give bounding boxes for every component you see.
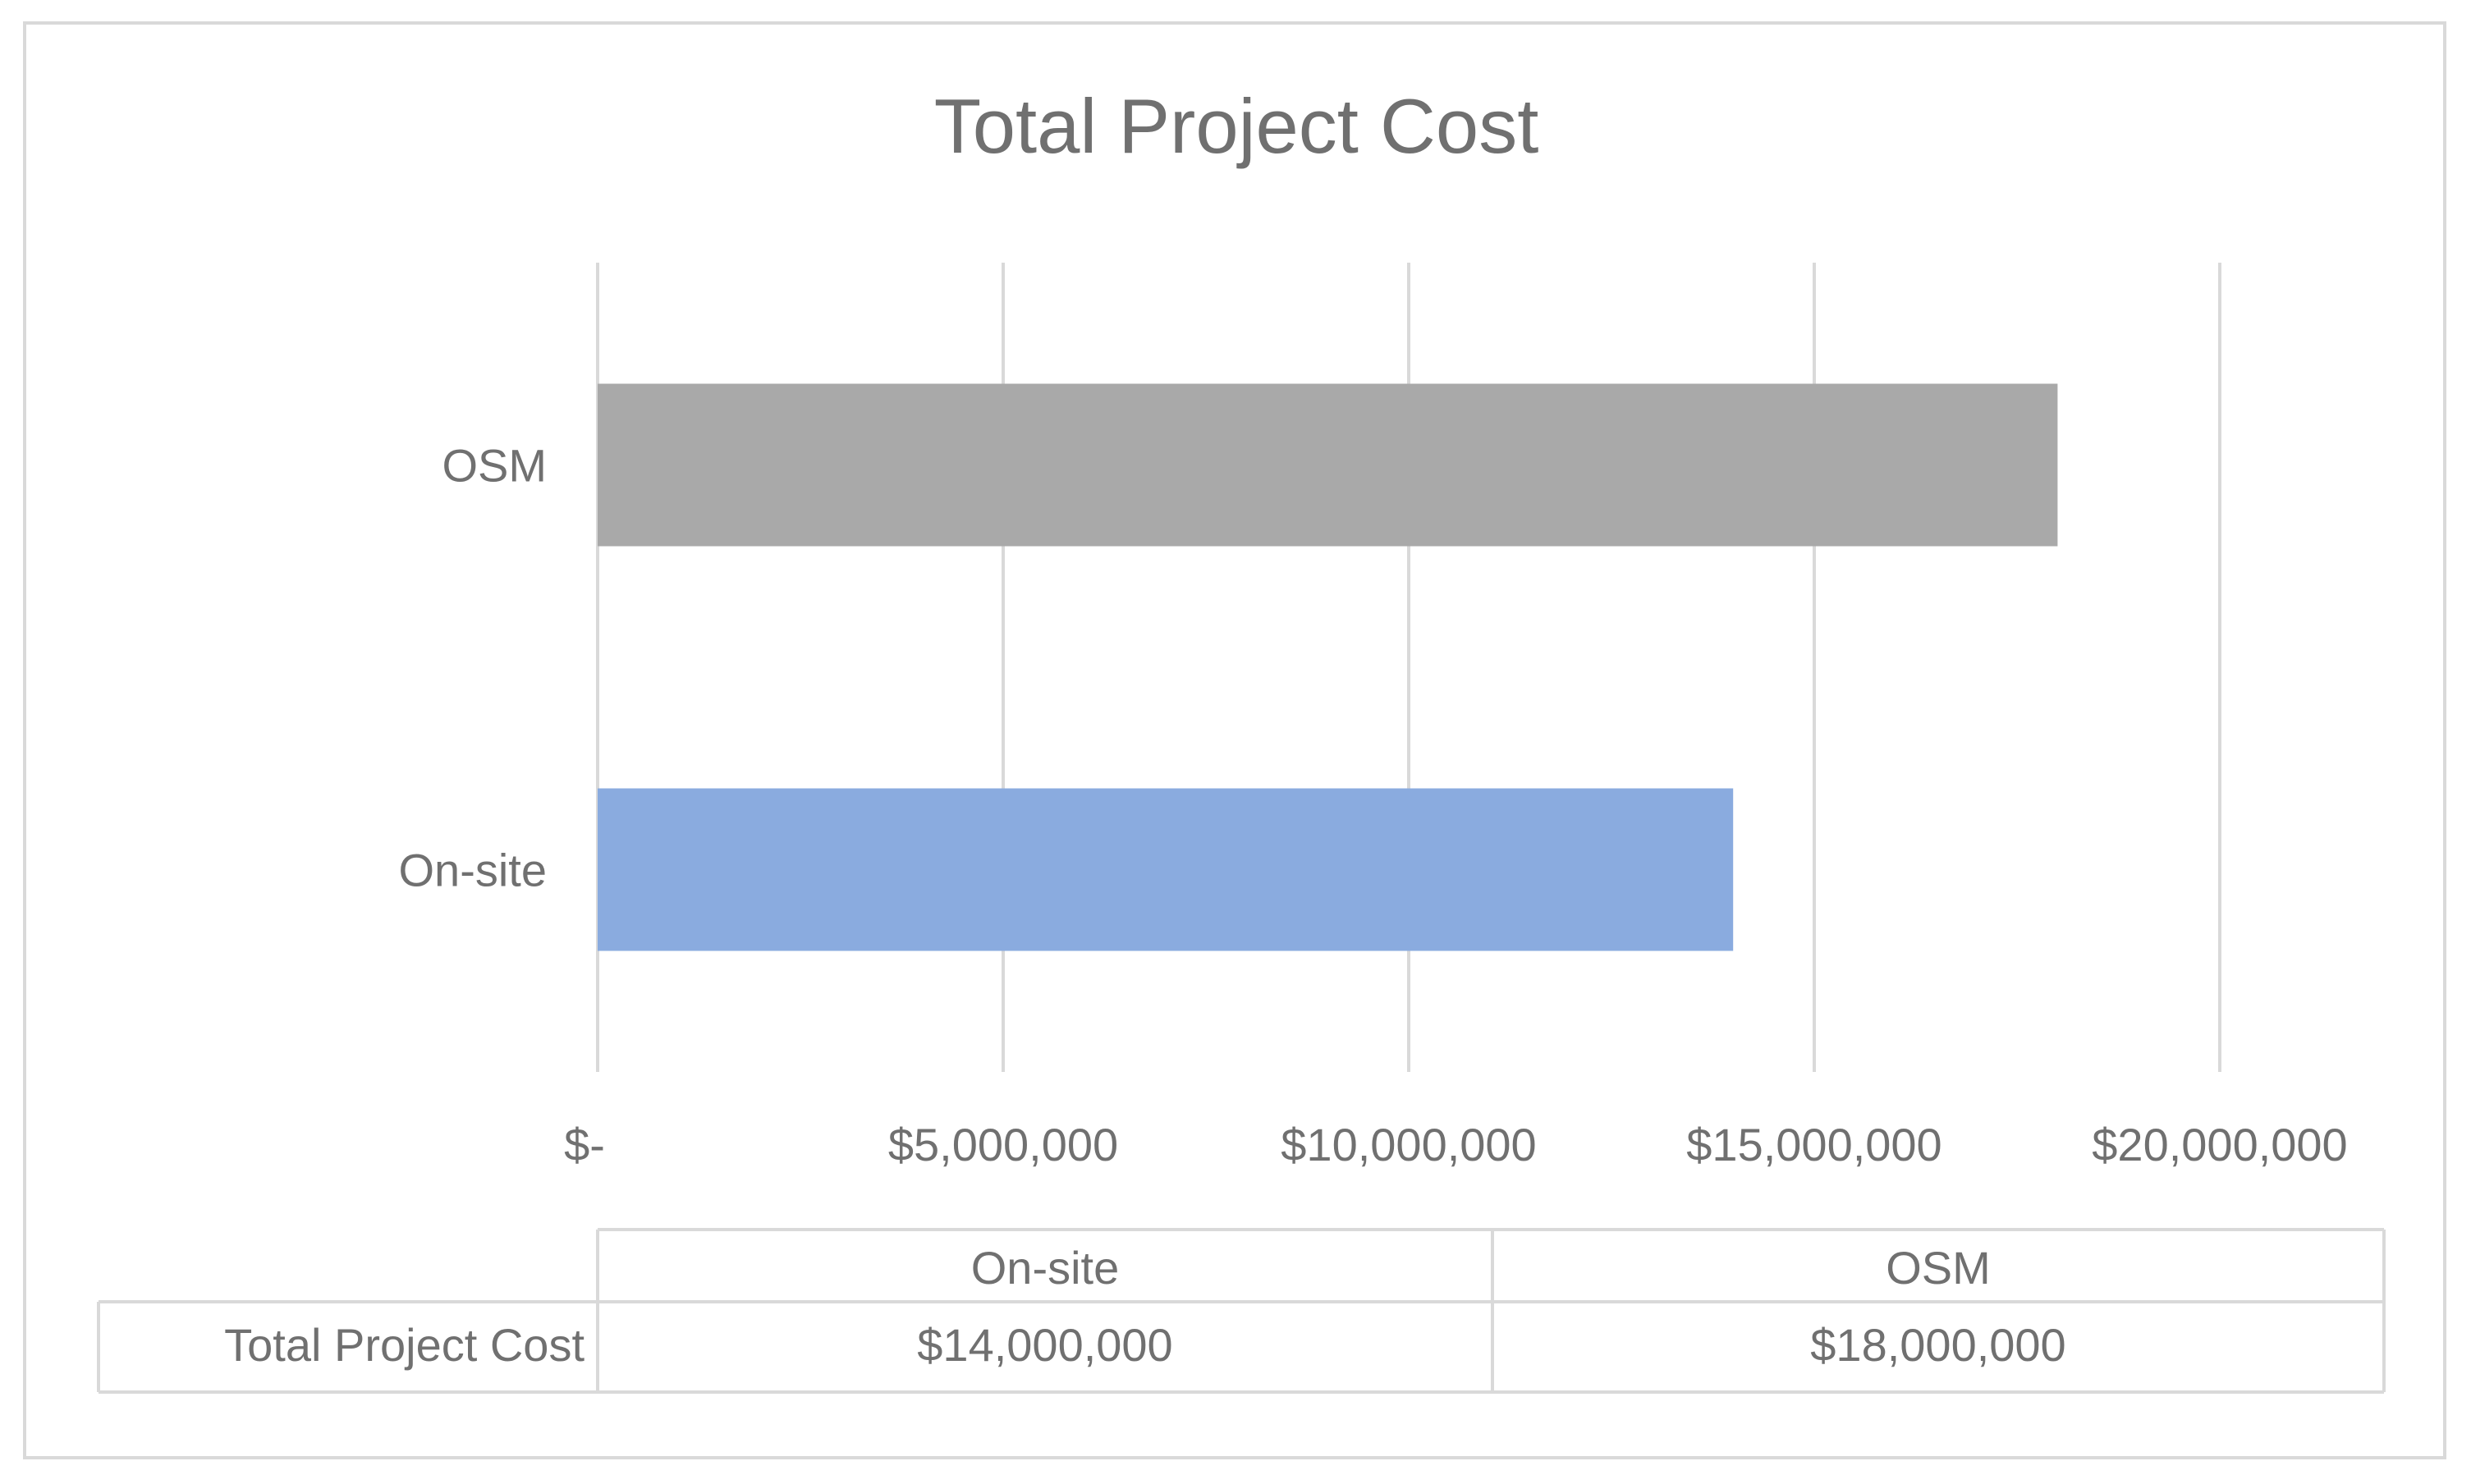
category-labels: OSM On-site xyxy=(399,440,548,896)
table-cell-osm: $18,000,000 xyxy=(1810,1319,2065,1371)
chart-frame: Total Project Cost OSM On-site $- $5,000,0… xyxy=(23,21,2446,1459)
x-tick-label-1: $5,000,000 xyxy=(888,1119,1118,1170)
table-header-on-site: On-site xyxy=(971,1242,1120,1294)
x-tick-labels: $- $5,000,000 $10,000,000 $15,000,000 $20,00… xyxy=(564,1119,2348,1170)
x-tick-label-0: $- xyxy=(564,1119,605,1170)
table-row-label: Total Project Cost xyxy=(224,1319,585,1371)
bar-on-site xyxy=(598,788,1734,951)
x-tick-label-4: $20,000,000 xyxy=(2092,1119,2347,1170)
bar-osm xyxy=(598,383,2058,547)
bars xyxy=(598,383,2058,951)
category-label-on-site: On-site xyxy=(399,845,548,896)
chart-title: Total Project Cost xyxy=(934,83,1539,169)
table-header-osm: OSM xyxy=(1886,1242,1991,1294)
chart-svg: Total Project Cost OSM On-site $- $5,000,0… xyxy=(97,83,2386,1394)
x-tick-label-3: $15,000,000 xyxy=(1686,1119,1942,1170)
x-tick-label-2: $10,000,000 xyxy=(1281,1119,1536,1170)
category-label-osm: OSM xyxy=(442,440,547,492)
data-table: On-site OSM Total Project Cost $14,000,000 $… xyxy=(97,1228,2386,1394)
table-cell-on-site: $14,000,000 xyxy=(917,1319,1172,1371)
